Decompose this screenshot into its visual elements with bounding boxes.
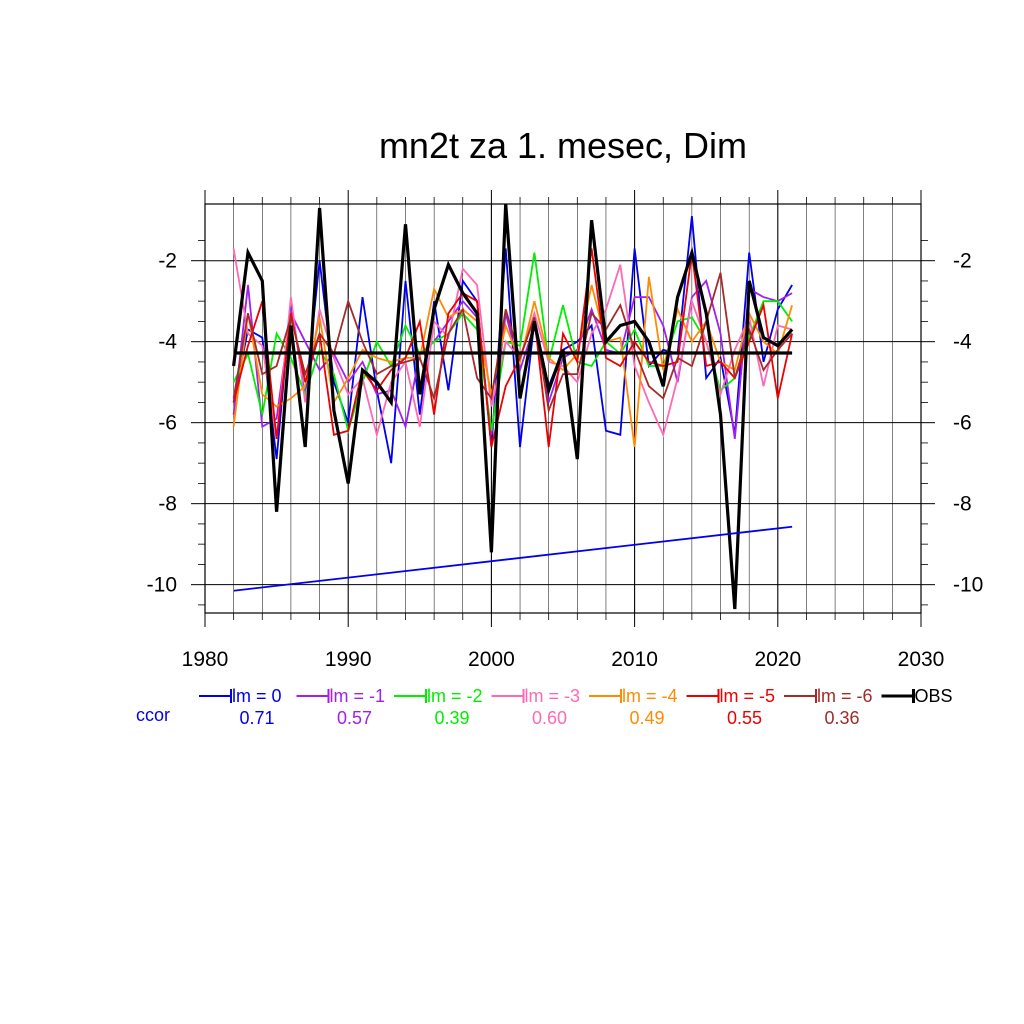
x-tick-label: 2020 [754, 648, 801, 671]
x-tick-label: 1990 [325, 648, 372, 671]
legend-ccor-value: 0.39 [434, 708, 469, 728]
y-tick-label-right: -2 [953, 250, 972, 273]
reference-lines [233, 351, 793, 592]
x-tick-label: 2030 [898, 648, 945, 671]
y-tick-label-left: -10 [147, 574, 177, 597]
plot-frame [204, 203, 922, 614]
legend-entry: lm = 0 [232, 686, 282, 706]
chart-title: mn2t za 1. mesec, Dim [379, 125, 747, 166]
legend-ccor-value: 0.49 [629, 708, 664, 728]
y-tick-label-right: -4 [953, 331, 972, 354]
y-tick-label-left: -6 [158, 412, 177, 435]
legend-entry: lm = -1 [330, 686, 386, 706]
legend-ccor-value: 0.55 [727, 708, 762, 728]
grid [205, 204, 921, 613]
legend-entry: lm = -6 [817, 686, 873, 706]
legend-ccor-value: 0.60 [532, 708, 567, 728]
legend-entry: OBS [915, 686, 953, 706]
y-tick-label-left: -4 [158, 331, 177, 354]
legend-entry: lm = -3 [525, 686, 581, 706]
x-tick-label: 1980 [182, 648, 229, 671]
legend-entry: lm = -5 [720, 686, 776, 706]
series-line-3 [232, 248, 793, 440]
y-tick-label-right: -6 [953, 412, 972, 435]
series-line-6 [232, 272, 793, 414]
x-tick-label: 2010 [611, 648, 658, 671]
y-tick-label-right: -10 [953, 574, 983, 597]
axis-ticks: 1980 1990 2000 2010 2020 2030 -2 -2 -4 -4 -6 -6 -8 -8… [147, 190, 983, 671]
ccor-label: ccor [136, 705, 170, 725]
trend-line [233, 525, 793, 592]
legend-entry: lm = -4 [622, 686, 678, 706]
y-tick-label-left: -2 [158, 250, 177, 273]
series-line-7 [232, 203, 794, 610]
legend-entry: lm = -2 [427, 686, 483, 706]
legend-ccor-value: 0.36 [824, 708, 859, 728]
series-lines [232, 203, 794, 610]
legend-ccor-value: 0.71 [239, 708, 274, 728]
series-line-4 [232, 276, 793, 448]
series-line-5 [232, 248, 793, 448]
y-tick-label-right: -8 [953, 493, 972, 516]
y-tick-label-left: -8 [158, 493, 177, 516]
legend-ccor-value: 0.57 [337, 708, 372, 728]
x-tick-label: 2000 [468, 648, 515, 671]
